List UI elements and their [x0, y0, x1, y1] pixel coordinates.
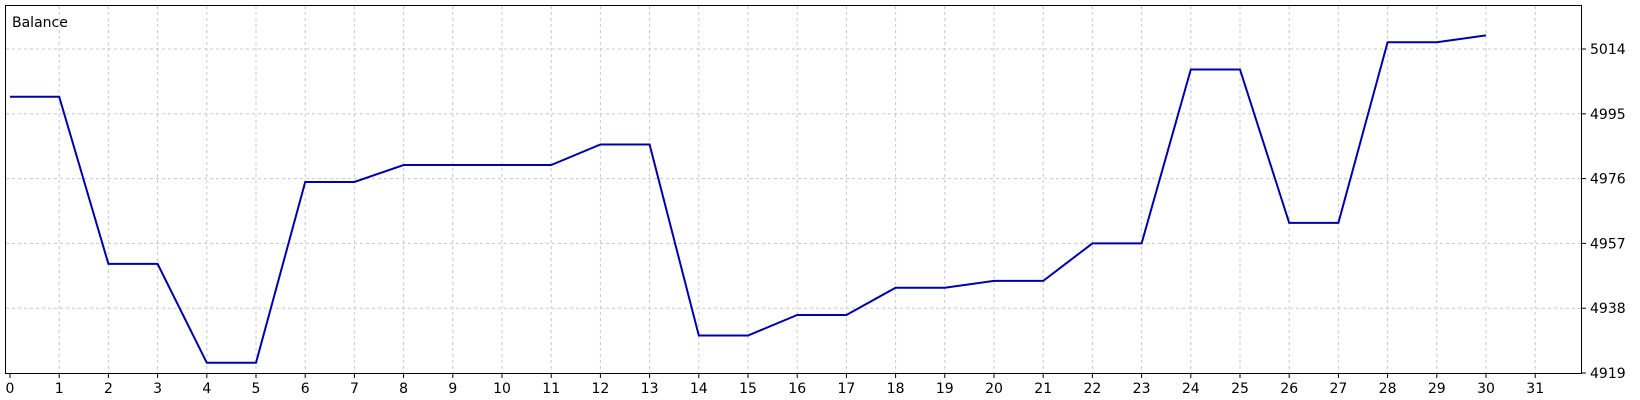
x-tick-label: 26 [1280, 381, 1298, 397]
x-tick-label: 17 [837, 381, 855, 397]
y-tick-label: 4957 [1590, 236, 1626, 252]
x-tick-label: 29 [1428, 381, 1446, 397]
balance-series-line [10, 34, 1487, 364]
grid-lines [6, 6, 1581, 373]
x-tick-label: 5 [252, 381, 261, 397]
x-tick-label: 18 [887, 381, 905, 397]
x-tick-label: 30 [1477, 381, 1495, 397]
x-tick-label: 3 [153, 381, 162, 397]
x-tick-label: 23 [1133, 381, 1151, 397]
x-tick-label: 15 [739, 381, 757, 397]
x-tick-label: 25 [1231, 381, 1249, 397]
y-tick-label: 4995 [1590, 107, 1626, 123]
y-tick-label: 4976 [1590, 172, 1626, 188]
y-axis: 4919 4938 4957 4976 4995 5014 [1581, 42, 1626, 382]
y-tick-label: 5014 [1590, 42, 1626, 58]
x-tick-label: 7 [350, 381, 359, 397]
x-tick-label: 28 [1379, 381, 1397, 397]
x-tick-label: 4 [202, 381, 211, 397]
x-tick-label: 24 [1182, 381, 1200, 397]
y-tick-label: 4919 [1590, 366, 1626, 382]
x-tick-label: 31 [1526, 381, 1544, 397]
x-tick-label: 21 [1034, 381, 1052, 397]
x-tick-label: 2 [104, 381, 113, 397]
x-tick-label: 19 [936, 381, 954, 397]
x-tick-label: 27 [1329, 381, 1347, 397]
x-tick-label: 8 [399, 381, 408, 397]
x-tick-label: 10 [493, 381, 511, 397]
plot-area [5, 5, 1582, 374]
x-axis: 0 1 2 3 4 5 6 7 8 9 10 11 12 13 14 15 16 17 18 19 20 21 22 23 24… [6, 373, 1544, 397]
x-tick-label: 16 [788, 381, 806, 397]
chart-title: Balance [12, 15, 68, 31]
x-tick-label: 9 [448, 381, 457, 397]
x-tick-label: 6 [301, 381, 310, 397]
x-tick-label: 14 [690, 381, 708, 397]
x-tick-label: 22 [1083, 381, 1101, 397]
series-layer [10, 34, 1487, 364]
x-tick-label: 0 [6, 381, 15, 397]
x-tick-label: 1 [55, 381, 64, 397]
y-tick-label: 4938 [1590, 301, 1626, 317]
x-tick-label: 13 [641, 381, 659, 397]
x-tick-label: 20 [985, 381, 1003, 397]
x-tick-label: 11 [542, 381, 560, 397]
x-tick-label: 12 [591, 381, 609, 397]
